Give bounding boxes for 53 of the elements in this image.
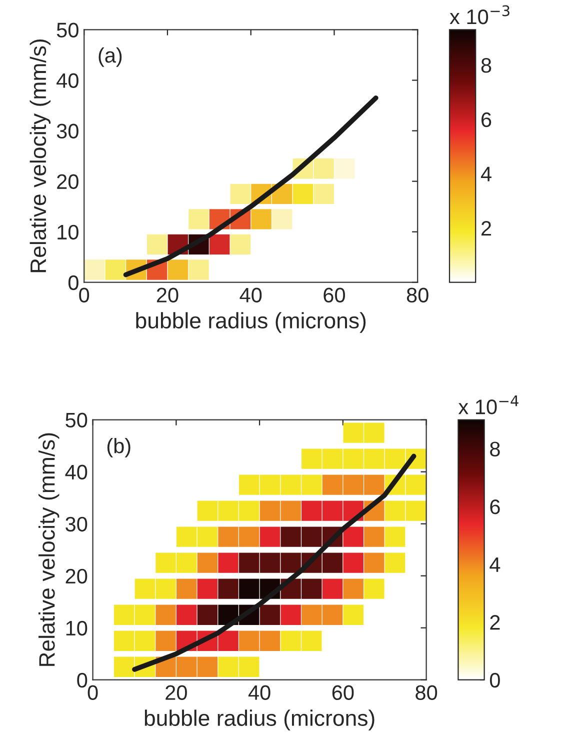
point [230, 234, 251, 255]
point [334, 158, 355, 179]
x-axis-title: bubble radius (microns) [144, 710, 374, 730]
x-tick-label: 80 [406, 288, 428, 303]
point [168, 260, 188, 280]
x-tick-label: 40 [248, 685, 270, 700]
color-bar-label: 2 [482, 221, 491, 236]
y-tick-label: 20 [57, 174, 78, 190]
point [251, 209, 272, 230]
y-tick-label: 50 [66, 412, 88, 428]
y-tick-label: 40 [65, 464, 88, 480]
point [314, 184, 334, 204]
annotation: (b) [107, 438, 130, 458]
color-bar-label: 6 [482, 112, 492, 128]
y-tick-label: 40 [56, 73, 78, 88]
y-tick-label: 50 [56, 22, 78, 38]
point [292, 184, 314, 204]
point [209, 234, 230, 255]
y-tick-label: 0 [68, 275, 78, 290]
y-axis-title: Relative velocity (mm/s) [38, 433, 60, 666]
point [314, 158, 334, 179]
point [188, 260, 209, 280]
x-tick-label: 20 [156, 288, 178, 303]
x-tick-label: 60 [324, 288, 345, 303]
point [84, 260, 105, 280]
y-tick-label: 10 [58, 224, 78, 240]
y-tick-label: 30 [66, 516, 88, 532]
x-tick-label: 80 [416, 685, 438, 700]
y-axis-title: Relative velocity (mm/s) [30, 39, 51, 272]
color-bar-label: 4 [490, 557, 500, 572]
point [146, 234, 168, 255]
x-tick-label: 40 [240, 288, 262, 303]
y-tick-label: 20 [66, 568, 88, 584]
y-tick-label: 0 [77, 672, 88, 688]
x-tick-label: 20 [166, 685, 187, 700]
color-bar-label: 4 [480, 166, 492, 182]
point [230, 184, 251, 204]
color-bar-label: 2 [490, 615, 500, 630]
x-tick-label: 0 [88, 685, 98, 700]
x-tick-label: 60 [332, 685, 354, 700]
y-tick-label: 10 [66, 620, 88, 636]
y-tick-label: 30 [56, 124, 78, 139]
annotation: (a) [98, 47, 122, 67]
color-bar-title: x 10$^{−3}$ [450, 5, 510, 24]
color-bar-label: 0 [490, 672, 500, 688]
color-bar-label: 6 [490, 499, 500, 514]
x-axis-title: bubble radius (microns) [136, 312, 366, 333]
color-bar-label: 8 [490, 442, 500, 456]
point [272, 209, 292, 230]
color-bar-label: 8 [481, 58, 492, 73]
point [105, 260, 126, 280]
color-bar-title: x 10$^{−4}$ [458, 395, 518, 414]
point [188, 209, 209, 230]
